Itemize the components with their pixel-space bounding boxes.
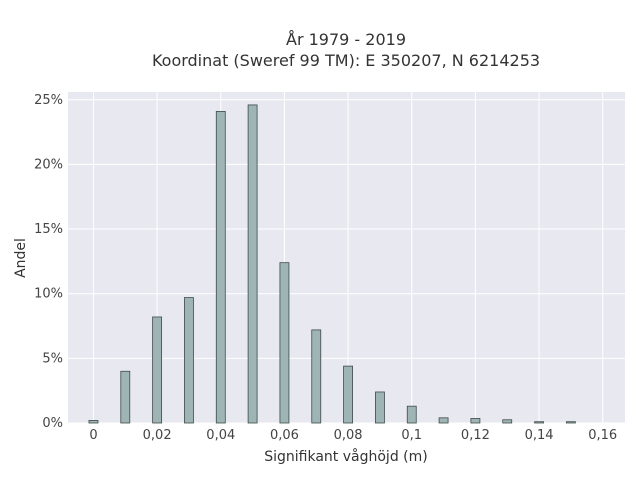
y-axis-ticks: 0% 5% 10% 15% 20% 25% (34, 93, 63, 431)
y-tick-label-3: 15% (34, 222, 63, 237)
bar-3 (184, 297, 194, 424)
y-tick-label-0: 0% (42, 416, 63, 431)
bar-10 (406, 405, 417, 424)
x-axis-label: Signifikant våghöjd (m) (264, 448, 427, 465)
y-tick-label-4: 20% (34, 157, 63, 172)
bar-0 (88, 420, 99, 424)
bars (88, 104, 576, 424)
x-tick-label-1: 0,02 (143, 428, 172, 443)
x-tick-label-6: 0,12 (461, 428, 490, 443)
bar-5 (247, 104, 258, 424)
bar-9 (375, 391, 385, 424)
x-tick-label-7: 0,14 (525, 428, 554, 443)
y-tick-label-1: 5% (42, 351, 63, 366)
x-tick-label-2: 0,04 (206, 428, 235, 443)
bar-6 (279, 262, 290, 424)
x-tick-label-8: 0,16 (588, 428, 617, 443)
bar-8 (343, 365, 353, 424)
x-axis-ticks: 0 0,02 0,04 0,06 0,08 0,1 0,12 0,14 0,16 (89, 428, 617, 443)
bar-13 (502, 419, 513, 424)
bar-4 (215, 110, 226, 424)
bar-15 (565, 421, 576, 424)
x-tick-label-5: 0,1 (401, 428, 422, 443)
y-axis-label: Andel (13, 238, 29, 278)
bar-12 (470, 418, 481, 424)
x-tick-label-0: 0 (89, 428, 97, 443)
x-tick-label-4: 0,08 (334, 428, 363, 443)
bar-14 (534, 421, 544, 424)
y-tick-label-5: 25% (34, 93, 63, 108)
bar-2 (152, 316, 163, 424)
chart-title-line-1: År 1979 - 2019 (286, 30, 406, 49)
y-tick-label-2: 10% (34, 287, 63, 302)
chart-title-line-2: Koordinat (Sweref 99 TM): E 350207, N 62… (152, 51, 540, 70)
x-tick-label-3: 0,06 (270, 428, 299, 443)
bar-1 (120, 370, 131, 424)
bar-11 (438, 417, 449, 424)
bar-7 (311, 329, 322, 424)
